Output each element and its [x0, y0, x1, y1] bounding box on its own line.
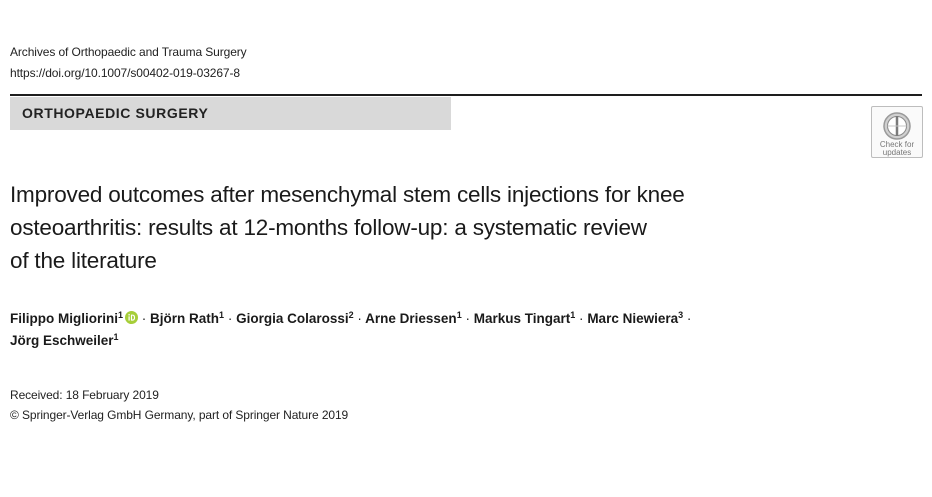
- title-line-1: Improved outcomes after mesenchymal stem…: [10, 182, 685, 207]
- author-name[interactable]: Giorgia Colarossi: [236, 311, 349, 326]
- orcid-icon[interactable]: [125, 311, 138, 324]
- author-name[interactable]: Marc Niewiera: [587, 311, 679, 326]
- check-for-updates-line2: updates: [882, 148, 912, 157]
- title-line-3: of the literature: [10, 248, 157, 273]
- author-separator: ·: [686, 311, 692, 326]
- author-separator: ·: [357, 311, 362, 326]
- header-rule: [10, 94, 922, 96]
- received-date: Received: 18 February 2019: [10, 388, 159, 402]
- author-separator: ·: [465, 311, 470, 326]
- author-separator: ·: [227, 311, 233, 326]
- check-for-updates-line1: Check for: [879, 140, 915, 149]
- doi-link[interactable]: https://doi.org/10.1007/s00402-019-03267…: [10, 66, 240, 80]
- affiliation-marker: 1: [219, 310, 225, 320]
- check-for-updates-badge[interactable]: Check for updates: [871, 106, 923, 158]
- paper-title: Improved outcomes after mesenchymal stem…: [10, 178, 850, 277]
- author-name[interactable]: Filippo Migliorini: [10, 311, 118, 326]
- journal-name: Archives of Orthopaedic and Trauma Surge…: [10, 45, 247, 59]
- author-name[interactable]: Björn Rath: [150, 311, 220, 326]
- affiliation-marker: 1: [570, 310, 576, 320]
- affiliation-marker: 2: [348, 310, 354, 320]
- affiliation-marker: 1: [456, 310, 462, 320]
- author-name[interactable]: Arne Driessen: [365, 311, 457, 326]
- author-list: Filippo Migliorini1 · Björn Rath1 · Gior…: [10, 308, 910, 352]
- affiliation-marker: 1: [117, 310, 123, 320]
- copyright-notice: © Springer-Verlag GmbH Germany, part of …: [10, 408, 349, 422]
- author-separator: ·: [579, 311, 584, 326]
- check-for-updates-icon: [883, 112, 911, 140]
- affiliation-marker: 3: [678, 310, 684, 320]
- author-name[interactable]: Markus Tingart: [473, 311, 571, 326]
- author-separator: ·: [141, 311, 147, 326]
- affiliation-marker: 1: [113, 332, 119, 342]
- section-label: ORTHOPAEDIC SURGERY: [22, 105, 209, 121]
- section-bar: ORTHOPAEDIC SURGERY: [10, 97, 451, 130]
- title-line-2: osteoarthritis: results at 12-months fol…: [10, 215, 647, 240]
- author-name[interactable]: Jörg Eschweiler: [10, 333, 114, 348]
